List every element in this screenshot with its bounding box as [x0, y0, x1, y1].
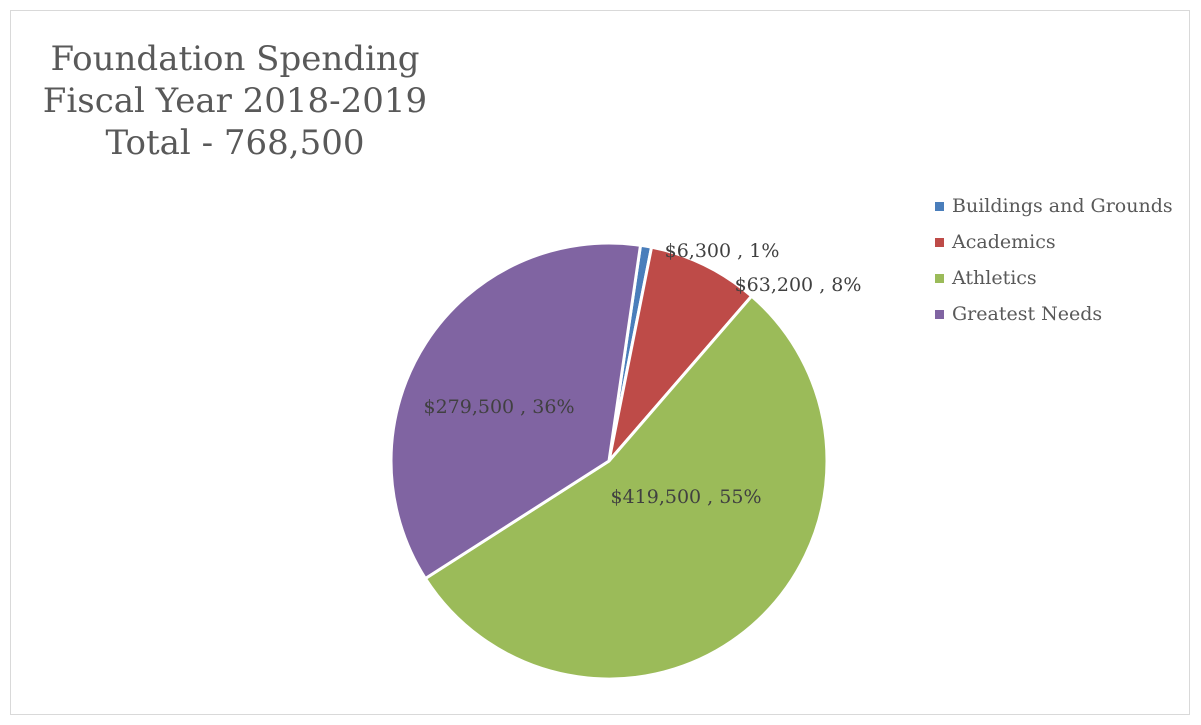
chart-title-line-1: Foundation Spending [50, 39, 420, 79]
pie-slice-greatest-needs [389, 241, 642, 581]
chart-title: Foundation Spending Fiscal Year 2018-201… [40, 38, 430, 164]
legend-label: Athletics [952, 267, 1037, 289]
legend: Buildings and Grounds Academics Athletics G… [935, 188, 1173, 332]
data-label-academics: $63,200 , 8% [735, 274, 862, 296]
legend-item-academics: Academics [935, 224, 1173, 260]
pie-slice-athletics [423, 294, 829, 681]
legend-label: Buildings and Grounds [952, 195, 1173, 217]
legend-item-athletics: Athletics [935, 260, 1173, 296]
legend-swatch [935, 273, 944, 283]
data-label-athletics: $419,500 , 55% [610, 486, 761, 508]
chart-title-line-2: Fiscal Year 2018-2019 [42, 81, 428, 121]
legend-item-buildings-and-grounds: Buildings and Grounds [935, 188, 1173, 224]
legend-label: Greatest Needs [952, 303, 1103, 325]
data-label-buildings-and-grounds: $6,300 , 1% [665, 240, 780, 262]
legend-label: Academics [952, 231, 1056, 253]
legend-swatch [935, 201, 944, 211]
pie-slice-academics [607, 245, 754, 463]
legend-swatch [935, 309, 944, 319]
data-label-greatest-needs: $279,500 , 36% [423, 396, 574, 418]
legend-item-greatest-needs: Greatest Needs [935, 296, 1173, 332]
legend-swatch [935, 237, 944, 247]
chart-title-line-3: Total - 768,500 [105, 123, 365, 163]
